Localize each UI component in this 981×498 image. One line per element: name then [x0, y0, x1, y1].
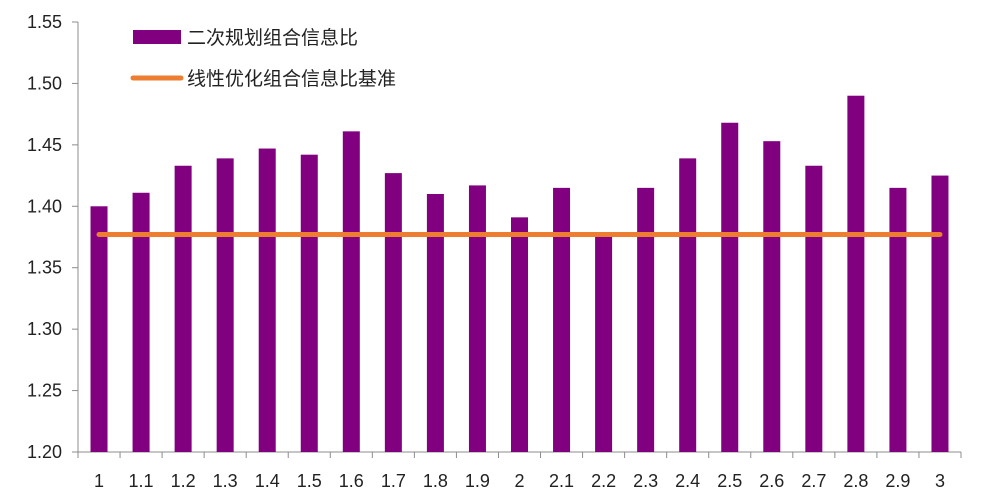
legend-label-line: 线性优化组合信息比基准 [187, 68, 396, 90]
bar [258, 148, 276, 453]
x-tick-label: 2.2 [591, 471, 616, 491]
legend-item-bar: 二次规划组合信息比 [133, 27, 358, 49]
x-tick-label: 2.6 [759, 471, 784, 491]
x-tick-label: 1.8 [423, 471, 448, 491]
y-tick-label: 1.30 [27, 319, 62, 339]
x-tick-label: 1.1 [129, 471, 154, 491]
x-tick-label: 2.9 [885, 471, 910, 491]
bar [90, 206, 108, 452]
bar [426, 194, 444, 452]
bar [847, 95, 865, 452]
legend: 二次规划组合信息比 线性优化组合信息比基准 [130, 27, 396, 90]
x-tick-label: 2 [514, 471, 524, 491]
y-tick-label: 1.20 [27, 442, 62, 462]
bar [132, 192, 150, 452]
bar [679, 158, 697, 452]
y-tick-label: 1.25 [27, 381, 62, 401]
x-axis: 1 1.1 1.2 1.3 1.4 1.5 1.6 1.7 1.8 1.9 2 2.1 2.2 2.3 2.… [77, 451, 962, 491]
x-tick-label: 1 [94, 471, 104, 491]
y-tick-label: 1.50 [27, 73, 62, 93]
y-tick-label: 1.40 [27, 196, 62, 216]
x-tick-label: 2.8 [843, 471, 868, 491]
x-tick-label: 2.1 [549, 471, 574, 491]
x-tick-label: 1.3 [213, 471, 238, 491]
bar [637, 187, 655, 452]
x-tick-label: 3 [935, 471, 945, 491]
x-tick-label: 1.2 [171, 471, 196, 491]
y-tick-label: 1.35 [27, 258, 62, 278]
x-tick-label: 1.4 [255, 471, 280, 491]
y-tick-label: 1.55 [27, 12, 62, 32]
bar [553, 187, 571, 452]
x-tick-label: 2.3 [633, 471, 658, 491]
bar [721, 122, 739, 452]
bar [216, 158, 234, 452]
legend-label-bar: 二次规划组合信息比 [187, 27, 358, 49]
x-tick-label: 2.5 [717, 471, 742, 491]
x-tick-label: 2.4 [675, 471, 700, 491]
x-tick-label: 1.6 [339, 471, 364, 491]
bar [805, 165, 823, 452]
bar-series [90, 95, 949, 453]
x-tick-label: 1.9 [465, 471, 490, 491]
x-tick-label: 1.5 [297, 471, 322, 491]
bar [763, 141, 781, 452]
bar [511, 217, 528, 452]
bar [342, 131, 360, 453]
y-tick-label: 1.45 [27, 135, 62, 155]
x-tick-label: 2.7 [801, 471, 826, 491]
bar [300, 154, 318, 452]
bar [468, 185, 486, 452]
bar [889, 187, 907, 452]
bar [595, 234, 613, 452]
y-axis: 1.20 1.25 1.30 1.35 1.40 1.45 1.50 1.55 [27, 12, 79, 462]
legend-item-line: 线性优化组合信息比基准 [130, 68, 396, 90]
legend-swatch-bar [133, 30, 181, 44]
bar [384, 173, 402, 452]
x-tick-label: 1.7 [381, 471, 406, 491]
bar [174, 165, 192, 452]
bar [931, 175, 949, 453]
